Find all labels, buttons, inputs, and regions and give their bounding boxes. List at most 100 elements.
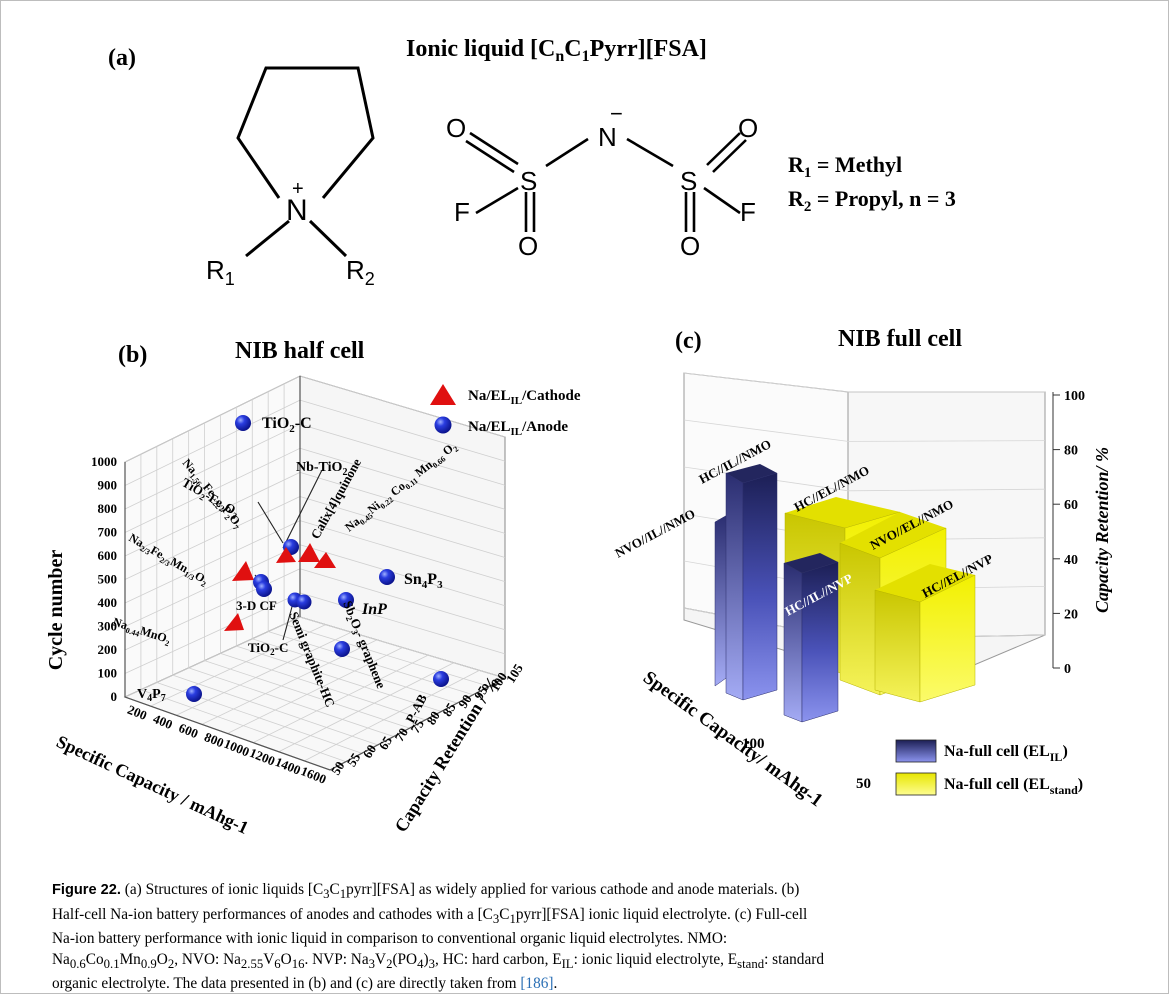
x-grid-line-floor (278, 662, 454, 753)
anion-structure (465, 131, 747, 232)
bar-hc-el-nvp (919, 574, 976, 703)
bar-hc-il-nmo-top (726, 464, 777, 483)
full-y-tick-label: 80 (1064, 444, 1078, 459)
caption-line-4: Na0.6Co0.1Mn0.9O2, NVO: Na2.55V6O16. NVP… (52, 950, 824, 971)
point-tio2-fe2o3-b (256, 581, 272, 597)
cation-r2: R2 (346, 255, 375, 289)
caption-reference-link[interactable]: [186] (520, 975, 554, 993)
z-tick-label: 800 (98, 501, 118, 516)
z-grid-line-left (124, 616, 301, 698)
anion-sulfur-2: S (680, 166, 697, 196)
full-y-tick-label: 20 (1064, 607, 1078, 622)
label-sn4p3: Sn4P3 (404, 571, 443, 591)
z-grid-line-left (124, 472, 301, 557)
caption-line-3: Na-ion battery performance with ionic li… (52, 930, 728, 948)
z-grid-line-back (299, 399, 506, 462)
z-axis-title: Cycle number (45, 550, 67, 671)
z-tick-label: 300 (98, 619, 118, 634)
half-cell-markers (186, 415, 449, 702)
full-cell-x-tick-100: 100 (742, 736, 765, 752)
bar-hc-el-nvp-side (874, 589, 921, 703)
x-tick-label: 200 (125, 702, 149, 723)
point-sb2o3 (334, 641, 350, 657)
z-grid-line-left (124, 520, 301, 604)
anion-fluorine-2: F (740, 197, 756, 227)
z-tick-label: 400 (98, 595, 118, 610)
z-grid-line-back (299, 423, 506, 486)
caption-line-1: (a) Structures of ionic liquids [C3C1pyr… (120, 881, 800, 902)
anion-oxygen-1: O (446, 113, 466, 143)
full-grid-line-back (847, 440, 1046, 442)
label-nb-tio2: Nb-TiO2 (296, 460, 347, 478)
cation-structure (236, 66, 375, 258)
anion-sulfur-1: S (520, 166, 537, 196)
x-tick-label: 600 (177, 720, 201, 741)
anion-oxygen-4: O (680, 231, 700, 261)
full-grid-line-left (683, 419, 849, 442)
label-v4p7: V4P7 (137, 687, 166, 704)
half-cell-legend: Na/ELIL/Cathode Na/ELIL/Anode (430, 384, 581, 438)
z-grid-line-left (124, 496, 301, 580)
legend-cathode-marker (430, 384, 456, 405)
z-tick-label: 500 (98, 572, 118, 587)
anion-oxygen-2: O (518, 231, 538, 261)
bar-hc-il-nvp (801, 561, 839, 723)
panel-b-title: NIB half cell (235, 338, 365, 364)
z-tick-label: 100 (98, 666, 118, 681)
point-calix (298, 543, 320, 562)
panel-b-letter: (b) (118, 342, 147, 368)
half-cell-grid (124, 375, 506, 771)
z-grid-line-back (299, 592, 506, 655)
legend-anode-label: Na/ELIL/Anode (468, 419, 568, 438)
panel-c: (c) NIB full cell (612, 326, 1112, 811)
z-grid-line-left (124, 399, 301, 486)
y-grid-line-floor (188, 667, 394, 737)
caption-line-5: organic electrolyte. The data presented … (52, 975, 521, 993)
z-grid-line-back (299, 447, 506, 510)
panel-a-title: Ionic liquid [CnC1Pyrr][FSA] (406, 36, 707, 65)
bar-nvo-el-nmo-side (839, 542, 881, 696)
figure-caption: Figure 22. (a) Structures of ionic liqui… (52, 881, 824, 993)
cation-r1: R1 (206, 255, 235, 289)
point-tio2-c-top (235, 415, 251, 431)
bar-nvo-el-nmo-top (840, 512, 946, 558)
y-grid-line-floor (236, 645, 442, 712)
z-grid-line-left (124, 592, 301, 674)
z-tick-label: 900 (98, 478, 118, 493)
point-na044 (224, 613, 244, 631)
half-cell-box-edges (124, 376, 506, 771)
legend-cathode-label: Na/ELIL/Cathode (468, 388, 581, 407)
legend-el-il-label: Na-full cell (ELIL) (944, 743, 1068, 764)
z-grid-line-back (299, 472, 506, 534)
label-inp: InP (361, 601, 387, 618)
z-tick-label: 0 (111, 689, 118, 704)
substituent-r1: R1 = Methyl (788, 152, 902, 181)
full-y-tick-label: 60 (1064, 498, 1078, 513)
anion-charge: − (610, 101, 623, 126)
cation-nitrogen: N (286, 194, 308, 227)
full-cell-x-tick-50: 50 (856, 776, 871, 792)
legend-anode-marker (434, 416, 452, 434)
panel-c-title: NIB full cell (838, 326, 962, 352)
full-grid-line-left (683, 372, 849, 393)
y-grid-line-floor (172, 674, 378, 746)
anion-oxygen-3: O (738, 113, 758, 143)
legend-el-il-swatch (895, 739, 937, 763)
bar-hc-il-nmo (742, 472, 778, 701)
z-axis-ticks: 0 100 200 300 400 500 600 700 800 900 1000 (91, 454, 117, 704)
x-grid-line-floor (176, 631, 352, 716)
z-grid-line-back (299, 375, 506, 438)
label-3d-cf: 3-D CF (236, 598, 277, 613)
full-y-tick-label: 100 (1064, 389, 1085, 404)
x-grid-line-floor (227, 647, 403, 734)
z-grid-line-back (299, 568, 506, 631)
anion-nitrogen: N (598, 122, 617, 152)
substituent-r2: R2 = Propyl, n = 3 (788, 186, 956, 215)
full-cell-y-ticks: 0 20 40 60 80 100 (1053, 389, 1085, 677)
panel-a: (a) Ionic liquid [CnC1Pyrr][FSA] N + R1 … (108, 36, 956, 289)
bar-hc-el-nvp-top (875, 564, 975, 602)
panel-a-letter: (a) (108, 45, 136, 71)
bar-hc-il-nmo-side (725, 472, 744, 701)
